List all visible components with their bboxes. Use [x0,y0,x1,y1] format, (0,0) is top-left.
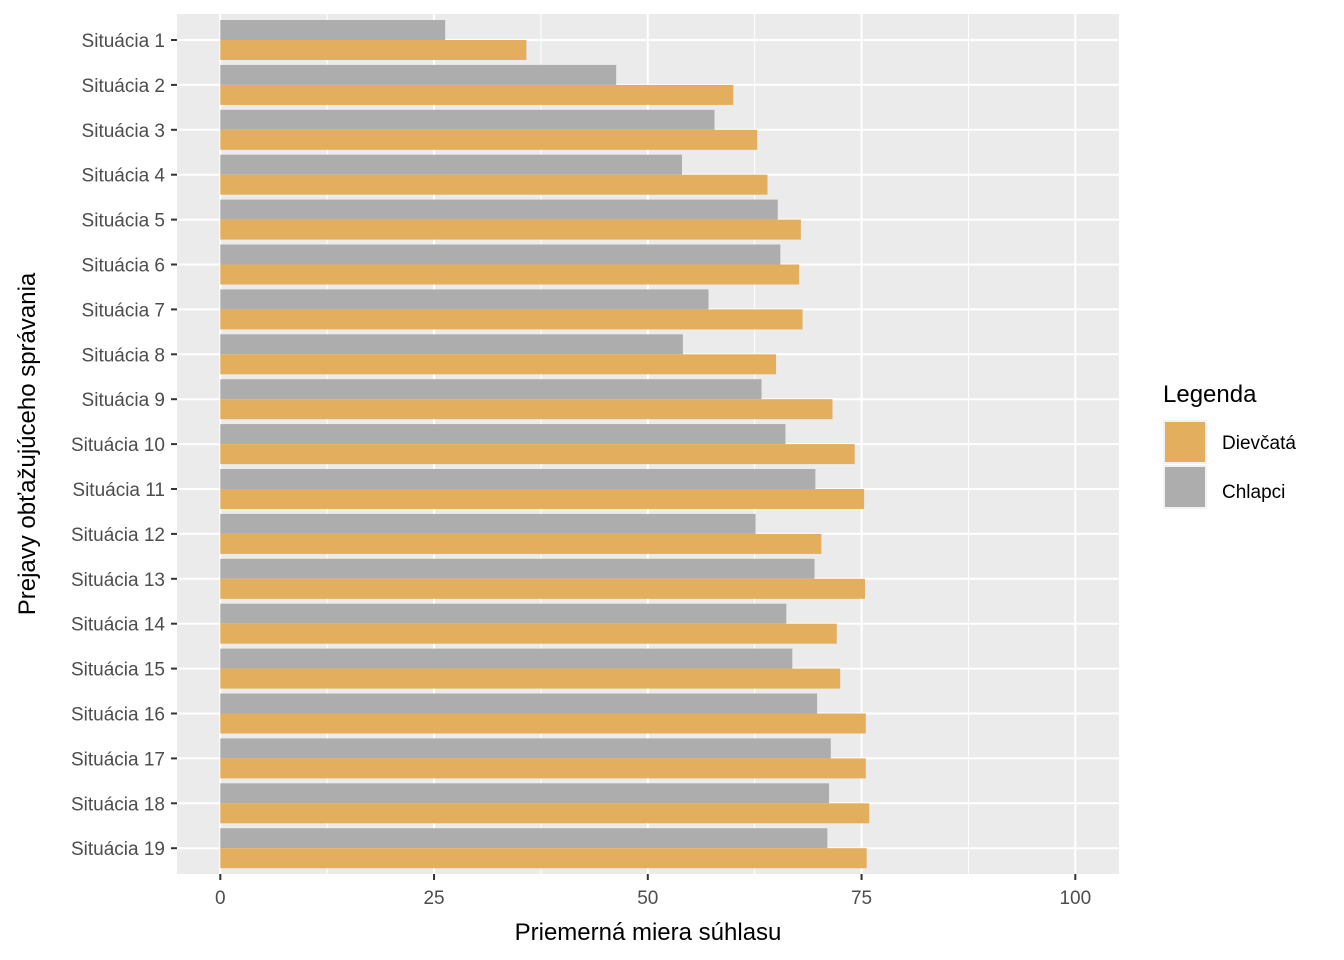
legend-swatch-dievcata [1165,422,1205,462]
bar-dievcata [220,533,822,554]
bar-chlapci [220,603,787,624]
bar-dievcata [220,848,867,869]
bar-dievcata [220,219,801,240]
bar-chlapci [220,199,778,220]
bar-chlapci [220,109,715,130]
x-tick-label: 100 [1059,888,1091,909]
y-tick-label: Situácia 13 [71,570,165,591]
y-tick-label: Situácia 11 [72,480,165,501]
y-tick-label: Situácia 17 [71,749,165,770]
legend-label-dievcata: Dievčatá [1222,433,1296,454]
y-tick-label: Situácia 16 [71,705,165,726]
y-tick-label: Situácia 7 [82,300,165,321]
y-tick-label: Situácia 4 [82,166,166,187]
bar-dievcata [220,174,768,195]
bar-dievcata [220,444,855,465]
bar-dievcata [220,758,866,779]
legend-label-chlapci: Chlapci [1222,482,1285,503]
bar-dievcata [220,84,734,105]
y-tick-label: Situácia 10 [71,435,165,456]
bar-chlapci [220,783,830,804]
bar-dievcata [220,309,803,330]
y-tick-label: Situácia 2 [82,76,165,97]
bar-chlapci [220,334,683,355]
bar-chlapci [220,379,762,400]
y-tick-label: Situácia 9 [82,390,165,411]
bar-dievcata [220,489,865,509]
x-tick-label: 25 [423,888,444,909]
y-tick-label: Situácia 3 [82,121,165,142]
bar-chlapci [220,424,786,445]
bar-dievcata [220,668,841,689]
bar-chlapci [220,64,617,85]
y-tick-label: Situácia 19 [71,839,165,860]
bar-chlapci [220,828,828,849]
bar-dievcata [220,129,758,150]
bar-chlapci [220,244,781,265]
bar-dievcata [220,623,837,644]
y-tick-label: Situácia 6 [82,256,165,277]
bar-chlapci [220,693,818,714]
legend: Legenda Dievčatá Chlapci [1163,381,1296,509]
legend-swatch-chlapci [1165,467,1205,507]
y-tick-label: Situácia 18 [71,794,165,815]
bar-dievcata [220,40,527,60]
bar-dievcata [220,399,833,420]
y-tick-label: Situácia 8 [82,345,165,366]
bar-chlapci [220,558,815,579]
x-tick-label: 75 [851,888,872,909]
bars [220,20,870,869]
x-tick-label: 0 [215,888,226,909]
bar-dievcata [220,354,777,375]
bar-chlapci [220,738,831,759]
y-tick-label: Situácia 1 [82,31,165,52]
y-axis-title: Prejavy obťažujúceho správania [14,272,41,615]
bar-dievcata [220,803,870,824]
y-tick-label: Situácia 5 [82,211,165,232]
axes: Situácia 1 Situácia 2 Situácia 3 Situácia 4… [71,31,1091,909]
y-tick-label: Situácia 15 [71,660,165,681]
y-tick-label: Situácia 14 [71,615,165,636]
x-axis-title: Priemerná miera súhlasu [515,919,782,946]
bar-chlapci [220,154,683,175]
bar-chlapci [220,20,446,40]
bar-chlapci [220,513,756,534]
bar-dievcata [220,264,800,285]
bar-dievcata [220,578,865,599]
y-tick-label: Situácia 12 [71,525,165,546]
x-tick-label: 50 [637,888,658,909]
bar-chlapci [220,469,816,489]
bar-chlapci [220,289,709,310]
bar-chlapci [220,648,793,669]
legend-title: Legenda [1163,381,1257,408]
bar-dievcata [220,713,866,734]
